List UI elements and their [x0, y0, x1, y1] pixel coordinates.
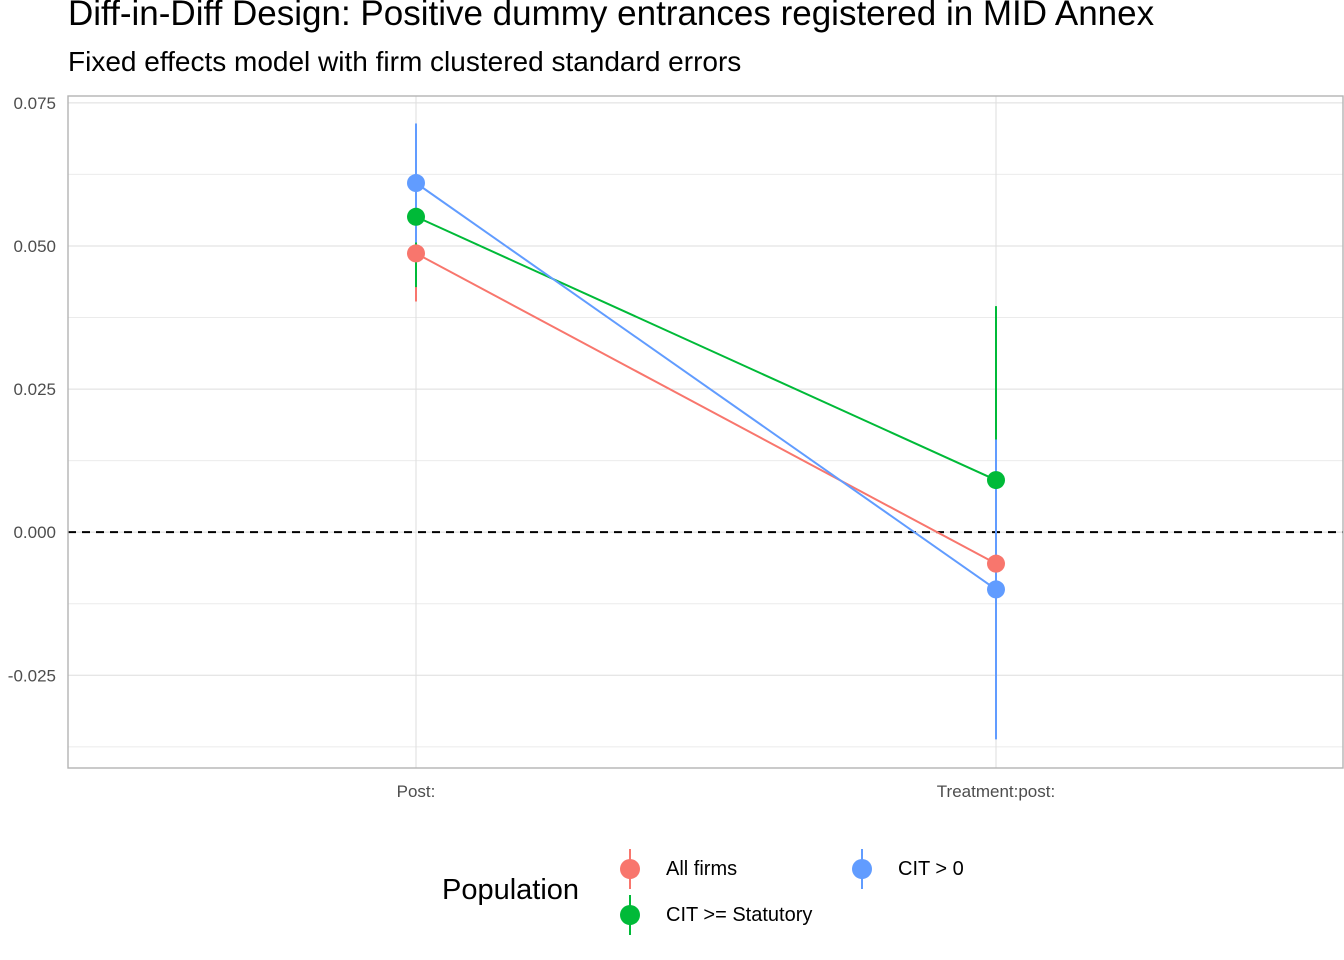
grid-lines [68, 96, 1343, 768]
y-tick-label: 0.025 [13, 380, 56, 399]
series-line [415, 215, 997, 481]
data-point [407, 244, 425, 263]
panel-border [67, 95, 1344, 769]
legend-item-cit-gt-0: CIT > 0 [842, 846, 964, 892]
legend-item-cit-statutory: CIT >= Statutory [610, 892, 812, 938]
error-bars [415, 123, 997, 740]
data-point [987, 471, 1005, 490]
y-tick-label: -0.025 [8, 666, 56, 685]
legend-title: Population [442, 874, 580, 906]
y-tick-label: 0.050 [13, 237, 56, 256]
legend-item-all-firms: All firms [610, 846, 737, 892]
data-point [407, 207, 425, 226]
legend-label: All firms [666, 857, 738, 880]
y-tick-label: 0.075 [13, 94, 56, 113]
y-tick-label: 0.000 [13, 523, 56, 542]
y-tick-labels: 0.075 0.050 0.025 0.000 -0.025 [8, 94, 56, 685]
series-line [415, 182, 997, 591]
legend-key-cit-statutory [620, 895, 640, 935]
legend-key-cit-gt-0 [852, 849, 872, 889]
legend-label: CIT >= Statutory [666, 903, 813, 926]
data-points [407, 174, 1005, 599]
data-point [987, 580, 1005, 599]
chart-title: Diff-in-Diff Design: Positive dummy entr… [68, 0, 1155, 33]
legend-label: CIT > 0 [898, 857, 964, 880]
x-tick-labels: Post: Treatment:post: [397, 782, 1056, 801]
series-lines [415, 182, 997, 591]
data-point [407, 174, 425, 193]
series-line [415, 252, 997, 565]
legend-key-all-firms [620, 849, 640, 889]
data-point [987, 554, 1005, 573]
axes [67, 95, 1344, 769]
chart-subtitle: Fixed effects model with firm clustered … [68, 46, 742, 77]
legend: Population All firms CIT > 0 CIT >= Stat… [440, 840, 1060, 950]
x-tick-label: Post: [397, 782, 436, 801]
x-tick-label: Treatment:post: [937, 782, 1055, 801]
